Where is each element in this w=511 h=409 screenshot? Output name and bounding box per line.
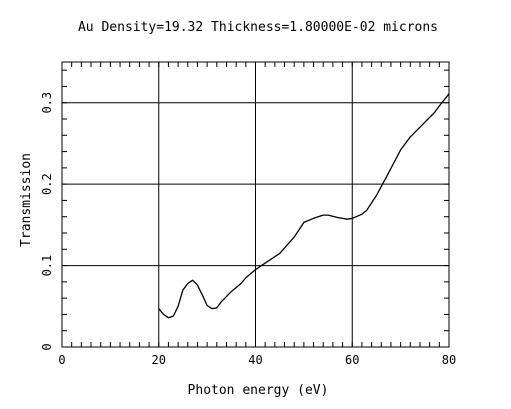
x-tick-labels: 0 20 40 60 80	[58, 353, 456, 367]
x-axis-label: Photon energy (eV)	[188, 383, 329, 398]
grid-lines	[62, 62, 449, 347]
y-tick-label: 0.1	[40, 255, 54, 277]
chart-title: Au Density=19.32 Thickness=1.80000E-02 m…	[78, 20, 438, 35]
y-tick-labels: 0 0.1 0.2 0.3	[40, 92, 54, 351]
x-tick-label: 0	[58, 353, 65, 367]
series-line-0	[158, 93, 450, 319]
series-group	[158, 93, 450, 319]
y-tick-label: 0.2	[40, 173, 54, 195]
y-axis-label: Transmission	[19, 153, 34, 247]
y-tick-label: 0	[40, 343, 54, 350]
x-tick-label: 20	[152, 353, 166, 367]
minor-ticks	[62, 62, 449, 347]
y-tick-label: 0.3	[40, 92, 54, 114]
plot-frame	[61, 61, 450, 348]
x-tick-label: 60	[345, 353, 359, 367]
x-tick-label: 80	[442, 353, 456, 367]
x-tick-label: 40	[248, 353, 262, 367]
